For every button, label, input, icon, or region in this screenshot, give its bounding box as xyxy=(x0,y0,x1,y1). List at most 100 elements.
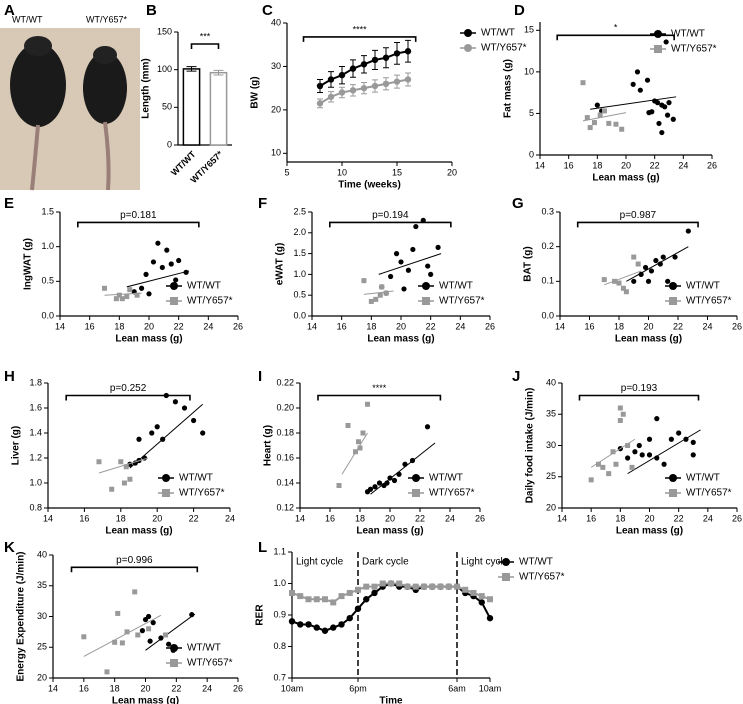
data-point xyxy=(636,442,642,449)
data-point xyxy=(588,477,594,483)
data-point xyxy=(584,115,590,121)
x-tick-label: 24 xyxy=(455,321,465,331)
data-point xyxy=(393,50,401,57)
data-point xyxy=(645,278,652,284)
data-point xyxy=(355,586,361,593)
data-point xyxy=(322,596,328,603)
data-point xyxy=(349,65,357,72)
panel-label: B xyxy=(146,2,157,19)
x-tick-label: 26 xyxy=(475,513,485,523)
legend-marker xyxy=(412,489,420,497)
data-point xyxy=(150,620,156,626)
data-point xyxy=(313,596,320,603)
y-tick-label: 40 xyxy=(37,549,47,559)
y-axis-label: Length (mm) xyxy=(141,58,152,119)
data-point xyxy=(661,461,667,467)
x-tick-label: 16 xyxy=(337,321,347,331)
trend-line xyxy=(83,614,162,657)
data-point xyxy=(683,436,689,442)
x-tick-label: 16 xyxy=(85,321,95,331)
y-tick-label: 1.5 xyxy=(293,248,306,258)
x-tick-label: 22 xyxy=(174,321,184,331)
x-tick-label: 26 xyxy=(707,160,717,170)
legend-marker xyxy=(170,282,178,290)
legend-marker xyxy=(422,282,430,290)
y-tick-label: 0.3 xyxy=(541,206,554,216)
data-point xyxy=(146,291,152,297)
data-point xyxy=(606,471,612,477)
x-tick-label: 20 xyxy=(644,513,654,523)
data-point xyxy=(629,464,635,470)
data-point xyxy=(327,76,335,83)
data-point xyxy=(412,583,419,590)
data-point xyxy=(123,464,129,470)
y-axis-label: Heart (g) xyxy=(263,425,274,466)
mouse-head xyxy=(24,36,52,56)
data-point xyxy=(620,285,626,291)
legend-label: WT/WT xyxy=(439,281,473,292)
y-tick-label: 0.2 xyxy=(541,241,554,251)
legend-marker xyxy=(170,659,178,667)
data-point xyxy=(613,121,619,127)
y-tick-label: 1.1 xyxy=(273,546,286,556)
data-point xyxy=(630,81,636,87)
data-point xyxy=(454,583,460,590)
x-tick-label: 16 xyxy=(584,321,594,331)
y-tick-label: 20 xyxy=(546,502,556,512)
data-point xyxy=(654,455,660,461)
data-point xyxy=(377,292,383,298)
data-point xyxy=(435,244,441,250)
x-tick-label: 24 xyxy=(702,321,712,331)
data-point xyxy=(115,610,121,616)
data-point xyxy=(360,84,368,92)
legend-label: WT/Y657* xyxy=(187,658,233,669)
error-bar xyxy=(186,66,197,72)
trend-line xyxy=(627,429,701,475)
legend-marker xyxy=(170,644,178,652)
data-point xyxy=(662,104,668,110)
y-tick-label: 30 xyxy=(37,611,47,621)
data-point xyxy=(361,278,367,284)
y-axis-label: IngWAT (g) xyxy=(23,238,34,290)
legend-marker xyxy=(464,29,472,37)
x-tick-label: 24 xyxy=(445,513,455,523)
x-tick-label: 16 xyxy=(325,513,335,523)
x-tick-label: 14 xyxy=(55,321,65,331)
legend-marker xyxy=(654,45,662,53)
trend-line xyxy=(126,270,190,288)
trend-line xyxy=(582,112,627,122)
significance-bracket xyxy=(578,394,700,401)
data-point xyxy=(363,583,370,590)
data-point xyxy=(613,461,619,467)
legend-marker xyxy=(669,282,677,290)
data-point xyxy=(393,78,401,85)
data-point xyxy=(139,628,146,634)
x-tick-label: 26 xyxy=(233,683,243,693)
panel-label: H xyxy=(4,368,15,385)
data-point xyxy=(376,480,383,486)
y-tick-label: 35 xyxy=(37,580,47,590)
data-point xyxy=(631,254,637,260)
data-point xyxy=(668,436,674,442)
data-point xyxy=(654,416,660,422)
x-tick-label: 26 xyxy=(732,321,742,331)
data-point xyxy=(663,39,669,45)
legend-marker xyxy=(412,474,420,482)
y-tick-label: 0.1 xyxy=(541,276,554,286)
data-point xyxy=(388,580,394,587)
x-tick-label: 10am xyxy=(479,683,502,693)
data-point xyxy=(384,480,390,486)
significance-bracket xyxy=(302,36,417,42)
legend-marker xyxy=(669,297,677,305)
data-point xyxy=(321,627,329,634)
x-axis-label: Lean mass (g) xyxy=(115,334,182,345)
data-point xyxy=(112,639,118,645)
y-tick-label: 150 xyxy=(157,26,172,36)
data-point xyxy=(644,77,651,83)
panel-label: D xyxy=(514,2,525,19)
legend-marker xyxy=(669,474,677,482)
data-point xyxy=(648,268,655,274)
data-point xyxy=(365,401,370,407)
data-point xyxy=(425,263,431,269)
